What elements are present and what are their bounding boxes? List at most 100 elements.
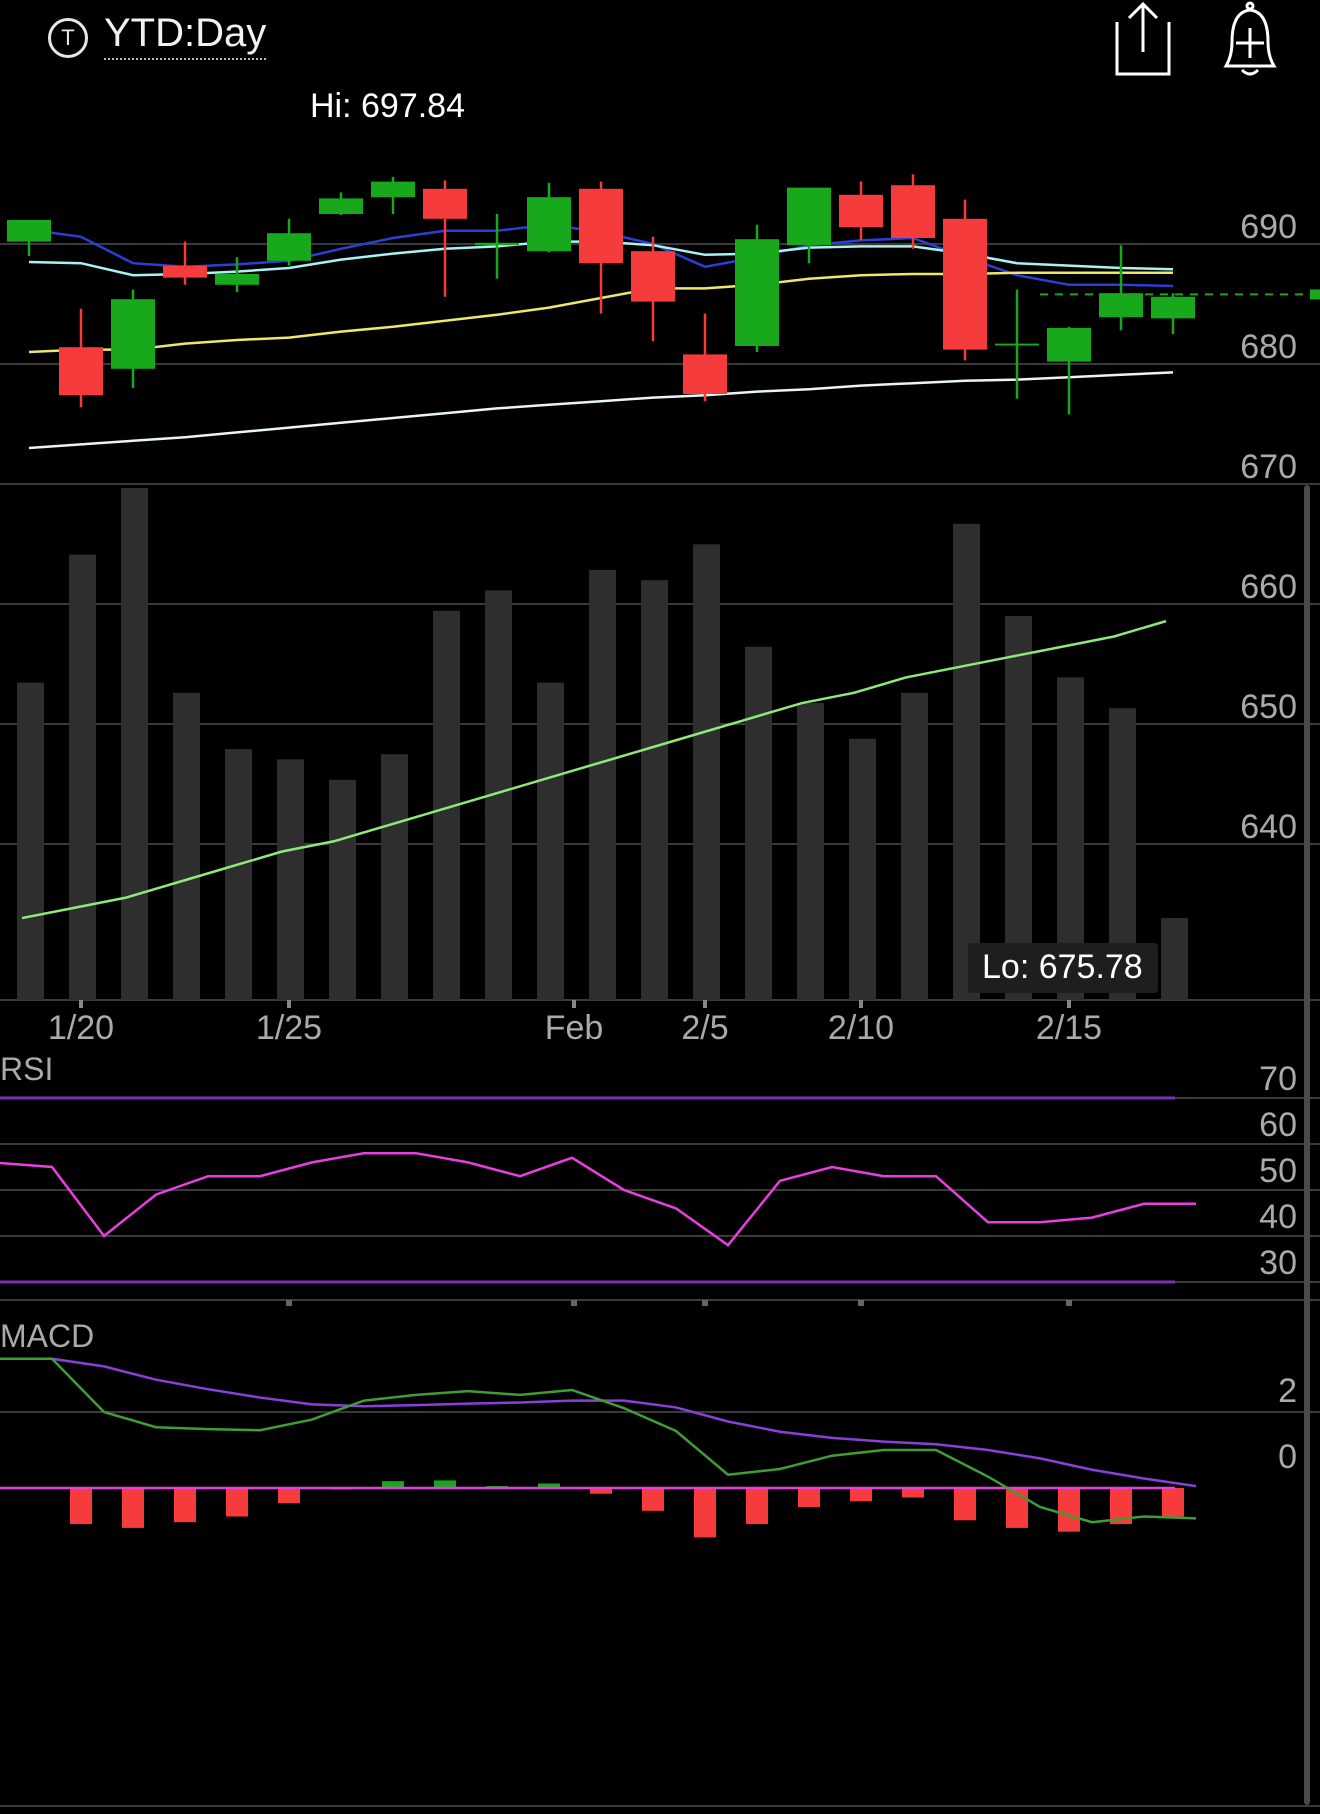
rsi-axis-tick: 30	[1259, 1244, 1297, 1282]
low-price-label: Lo: 675.78	[982, 948, 1143, 986]
bell-plus-icon	[1223, 1, 1277, 76]
price-axis-tick: 670	[1240, 448, 1297, 486]
macd-axis-tick: 0	[1278, 1438, 1297, 1476]
price-axis-tick: 650	[1240, 688, 1297, 726]
candle-up	[267, 233, 311, 261]
low-price-label-box	[968, 943, 1158, 993]
rsi-date-tick	[858, 1300, 864, 1306]
macd-histogram-bar	[746, 1488, 768, 1525]
date-tick	[572, 1000, 576, 1008]
candle-down	[683, 354, 727, 394]
chart-header: T YTD:Day	[0, 0, 1320, 90]
candle-up	[7, 220, 51, 242]
candle-down	[59, 347, 103, 396]
candle-down	[423, 188, 467, 219]
candle-up	[111, 299, 155, 369]
scroll-indicator	[1304, 485, 1310, 1805]
rsi-date-tick	[1066, 1300, 1072, 1306]
volume-bar	[1161, 918, 1188, 1000]
volume-bar	[121, 488, 148, 1000]
macd-histogram-bar	[694, 1488, 716, 1538]
volume-bar	[329, 779, 356, 1000]
volume-bar	[1005, 616, 1032, 1000]
date-tick	[859, 1000, 863, 1008]
candle-up	[735, 239, 779, 346]
rsi-date-tick	[702, 1300, 708, 1306]
volume-bar	[849, 738, 876, 1000]
add-alert-button[interactable]	[1202, 0, 1298, 80]
volume-bar	[381, 754, 408, 1000]
candle-up	[475, 242, 519, 246]
price-axis-tick: 660	[1240, 568, 1297, 606]
rsi-axis-tick: 40	[1259, 1198, 1297, 1236]
macd-histogram-bar	[1058, 1488, 1080, 1532]
date-axis-label: 2/15	[1036, 1009, 1102, 1047]
candle-up	[787, 187, 831, 246]
macd-histogram-bar	[538, 1483, 560, 1488]
candle-down	[839, 194, 883, 228]
date-axis-label: 1/20	[48, 1009, 114, 1047]
volume-moving-average-line	[21, 619, 1167, 920]
candle-down	[943, 218, 987, 350]
macd-histogram-bar	[434, 1480, 456, 1488]
macd-histogram-bar	[122, 1488, 144, 1528]
volume-bar	[745, 646, 772, 1000]
rsi-axis-tick: 50	[1259, 1152, 1297, 1190]
volume-bar	[173, 692, 200, 1000]
candle-down	[163, 265, 207, 278]
price-axis-tick: 680	[1240, 328, 1297, 366]
macd-histogram-bar	[382, 1481, 404, 1488]
rsi-date-tick	[571, 1300, 577, 1306]
macd-line	[0, 1357, 1197, 1524]
candle-down	[891, 185, 935, 238]
date-axis-label: 1/25	[256, 1009, 322, 1047]
volume-bar	[693, 544, 720, 1000]
candle-up	[1047, 328, 1091, 362]
candle-down	[579, 188, 623, 264]
date-axis-label: 2/10	[828, 1009, 894, 1047]
macd-histogram-bar	[278, 1488, 300, 1504]
macd-axis-tick: 2	[1278, 1372, 1297, 1410]
price-axis-tick: 640	[1240, 808, 1297, 846]
macd-histogram-bar	[642, 1488, 664, 1511]
volume-bar	[901, 692, 928, 1000]
candle-up	[527, 197, 571, 252]
volume-bar	[225, 749, 252, 1000]
date-tick	[79, 1000, 83, 1008]
high-price-label: Hi: 697.84	[310, 87, 465, 125]
period-selector[interactable]: YTD:Day	[104, 10, 267, 60]
rsi-title: RSI	[0, 1051, 53, 1087]
ticker-logo-icon: T	[48, 18, 88, 58]
date-tick	[703, 1000, 707, 1008]
rsi-axis-tick: 60	[1259, 1106, 1297, 1144]
candle-up	[371, 181, 415, 198]
candle-up	[1151, 296, 1195, 319]
share-icon	[1115, 1, 1171, 76]
candle-up	[215, 274, 259, 285]
candle-up	[995, 343, 1039, 346]
macd-histogram-bar	[70, 1488, 92, 1525]
macd-histogram-bar	[590, 1488, 612, 1494]
share-button[interactable]	[1095, 0, 1191, 80]
macd-histogram-bar	[850, 1488, 872, 1502]
candle-up	[1099, 293, 1143, 318]
volume-bar	[17, 682, 44, 1000]
last-price-marker	[1310, 289, 1320, 300]
price-axis-tick: 690	[1240, 208, 1297, 246]
macd-signal-line	[0, 1357, 1197, 1488]
date-tick	[287, 1000, 291, 1008]
macd-histogram-bar	[1110, 1488, 1132, 1525]
volume-bar	[797, 703, 824, 1000]
volume-bar	[641, 580, 668, 1000]
volume-bar	[537, 682, 564, 1000]
rsi-axis-tick: 70	[1259, 1060, 1297, 1098]
macd-histogram-bar	[174, 1488, 196, 1523]
macd-histogram-bar	[902, 1488, 924, 1498]
macd-histogram-bar	[954, 1488, 976, 1521]
date-axis-label: 2/5	[681, 1009, 728, 1047]
volume-bar	[277, 759, 304, 1000]
volume-bar	[589, 569, 616, 1000]
volume-bar	[69, 554, 96, 1000]
date-tick	[1067, 1000, 1071, 1008]
